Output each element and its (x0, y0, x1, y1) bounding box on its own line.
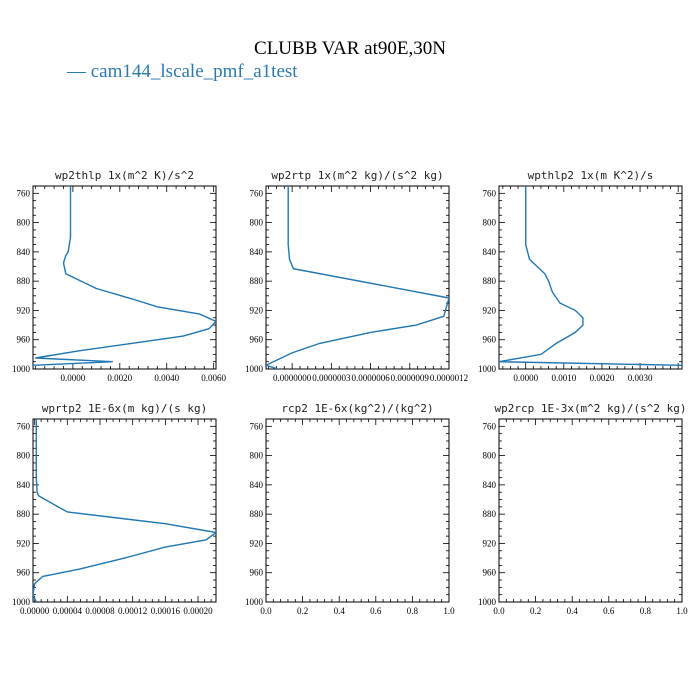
panel-title: wp2thlp 1x(m^2 K)/s^2 (55, 169, 194, 182)
x-tick-label: 0.6 (603, 606, 615, 616)
y-tick-label: 760 (17, 188, 31, 198)
y-tick-label: 960 (17, 335, 31, 345)
x-tick-label: 0.0000 (513, 373, 538, 383)
y-tick-label: 840 (17, 247, 31, 257)
series-line (33, 186, 216, 366)
y-tick-label: 800 (250, 451, 264, 461)
x-tick-label: 0.00020 (183, 606, 213, 616)
y-tick-label: 840 (483, 247, 497, 257)
x-tick-label: 0.0000003 (312, 373, 351, 383)
panel-title: wp2rcp 1E-3x(m^2 kg)/(s^2 kg) (494, 402, 686, 415)
plot-frame (498, 185, 683, 370)
x-tick-label: 0.0020 (590, 373, 615, 383)
x-tick-label: 0.0010 (551, 373, 576, 383)
x-tick-label: 0.0000006 (351, 373, 390, 383)
y-tick-label: 760 (483, 188, 497, 198)
y-tick-label: 760 (250, 188, 264, 198)
y-tick-label: 880 (17, 509, 31, 519)
panel-title: wprtp2 1E-6x(m kg)/(s kg) (42, 402, 208, 415)
x-tick-label: 0.0020 (107, 373, 132, 383)
panel-1: wp2thlp 1x(m^2 K)/s^2 760 800 840 880 920 960 1… (12, 169, 227, 383)
x-tick-label: 0.0 (260, 606, 272, 616)
y-tick-label: 1000 (245, 597, 264, 607)
x-tick-label: 0.0000009 (391, 373, 430, 383)
y-tick-label: 760 (483, 421, 497, 431)
y-tick-label: 760 (17, 421, 31, 431)
x-tick-label: 0.8 (640, 606, 652, 616)
panel-title: wpthlp2 1x(m K^2)/s (528, 169, 654, 182)
x-tick-label: 0.0060 (201, 373, 226, 383)
y-tick-label: 880 (17, 276, 31, 286)
x-tick-label: 0.00000 (20, 606, 50, 616)
panel-5: rcp2 1E-6x(kg^2)/(kg^2) 760 800 840 880 920 96… (245, 402, 455, 616)
panel-2: wp2rtp 1x(m^2 kg)/(s^2 kg) 760 800 840 880 92… (245, 169, 468, 383)
x-tick-label: 0.6 (370, 606, 382, 616)
x-tick-label: 1.0 (676, 606, 688, 616)
x-tick-label: 0.0000000 (273, 373, 312, 383)
y-tick-label: 920 (250, 305, 264, 315)
y-tick-label: 840 (17, 480, 31, 490)
plot-frame (498, 418, 683, 603)
x-tick-label: 0.00008 (85, 606, 115, 616)
panel-title: wp2rtp 1x(m^2 kg)/(s^2 kg) (271, 169, 443, 182)
x-tick-label: 0.2 (530, 606, 541, 616)
y-tick-label: 920 (17, 538, 31, 548)
y-tick-label: 800 (483, 451, 497, 461)
plot-frame (32, 418, 217, 603)
y-tick-label: 960 (17, 568, 31, 578)
plot-frame (265, 185, 450, 370)
x-tick-label: 0.0 (493, 606, 505, 616)
y-tick-label: 920 (17, 305, 31, 315)
x-tick-label: 0.00016 (151, 606, 181, 616)
y-tick-label: 800 (483, 218, 497, 228)
y-tick-label: 800 (17, 218, 31, 228)
x-tick-label: 0.00012 (118, 606, 147, 616)
y-tick-label: 800 (250, 218, 264, 228)
y-tick-label: 960 (250, 335, 264, 345)
x-tick-label: 0.8 (407, 606, 419, 616)
y-tick-label: 920 (250, 538, 264, 548)
x-tick-label: 0.4 (567, 606, 579, 616)
panel-4: wprtp2 1E-6x(m kg)/(s kg) 760 800 840 880 920… (12, 402, 217, 616)
x-tick-label: 0.0040 (154, 373, 179, 383)
x-tick-label: 0.0000 (61, 373, 86, 383)
y-tick-label: 880 (483, 509, 497, 519)
y-tick-label: 800 (17, 451, 31, 461)
y-tick-label: 1000 (12, 364, 31, 374)
y-tick-label: 880 (250, 276, 264, 286)
x-tick-label: 0.4 (334, 606, 346, 616)
y-tick-label: 1000 (478, 597, 497, 607)
plot-frame (265, 418, 450, 603)
y-tick-label: 840 (250, 247, 264, 257)
x-tick-label: 0.0030 (628, 373, 653, 383)
panel-title: rcp2 1E-6x(kg^2)/(kg^2) (281, 402, 433, 415)
series-line (499, 186, 682, 366)
legend-entry: — cam144_lscale_pmf_a1test (66, 61, 298, 82)
x-tick-label: 0.2 (297, 606, 308, 616)
panel-6: wp2rcp 1E-3x(m^2 kg)/(s^2 kg) 760 800 840 88… (478, 402, 688, 616)
y-tick-label: 1000 (245, 364, 264, 374)
y-tick-label: 880 (483, 276, 497, 286)
y-tick-label: 840 (483, 480, 497, 490)
y-tick-label: 760 (250, 421, 264, 431)
series-line (266, 186, 449, 369)
y-tick-label: 960 (250, 568, 264, 578)
panels: wp2thlp 1x(m^2 K)/s^2 760 800 840 880 920 960 1… (12, 169, 688, 616)
series-line (33, 419, 216, 602)
y-tick-label: 920 (483, 538, 497, 548)
panel-3: wpthlp2 1x(m K^2)/s 760 800 840 880 920 960 100… (478, 169, 683, 383)
plot-frame (32, 185, 217, 370)
figure-title: CLUBB VAR at90E,30N (254, 38, 446, 59)
y-tick-label: 880 (250, 509, 264, 519)
y-tick-label: 920 (483, 305, 497, 315)
x-tick-label: 0.0000012 (430, 373, 468, 383)
y-tick-label: 840 (250, 480, 264, 490)
y-tick-label: 960 (483, 568, 497, 578)
y-tick-label: 1000 (12, 597, 31, 607)
y-tick-label: 960 (483, 335, 497, 345)
x-tick-label: 1.0 (443, 606, 455, 616)
x-tick-label: 0.00004 (53, 606, 83, 616)
y-tick-label: 1000 (478, 364, 497, 374)
